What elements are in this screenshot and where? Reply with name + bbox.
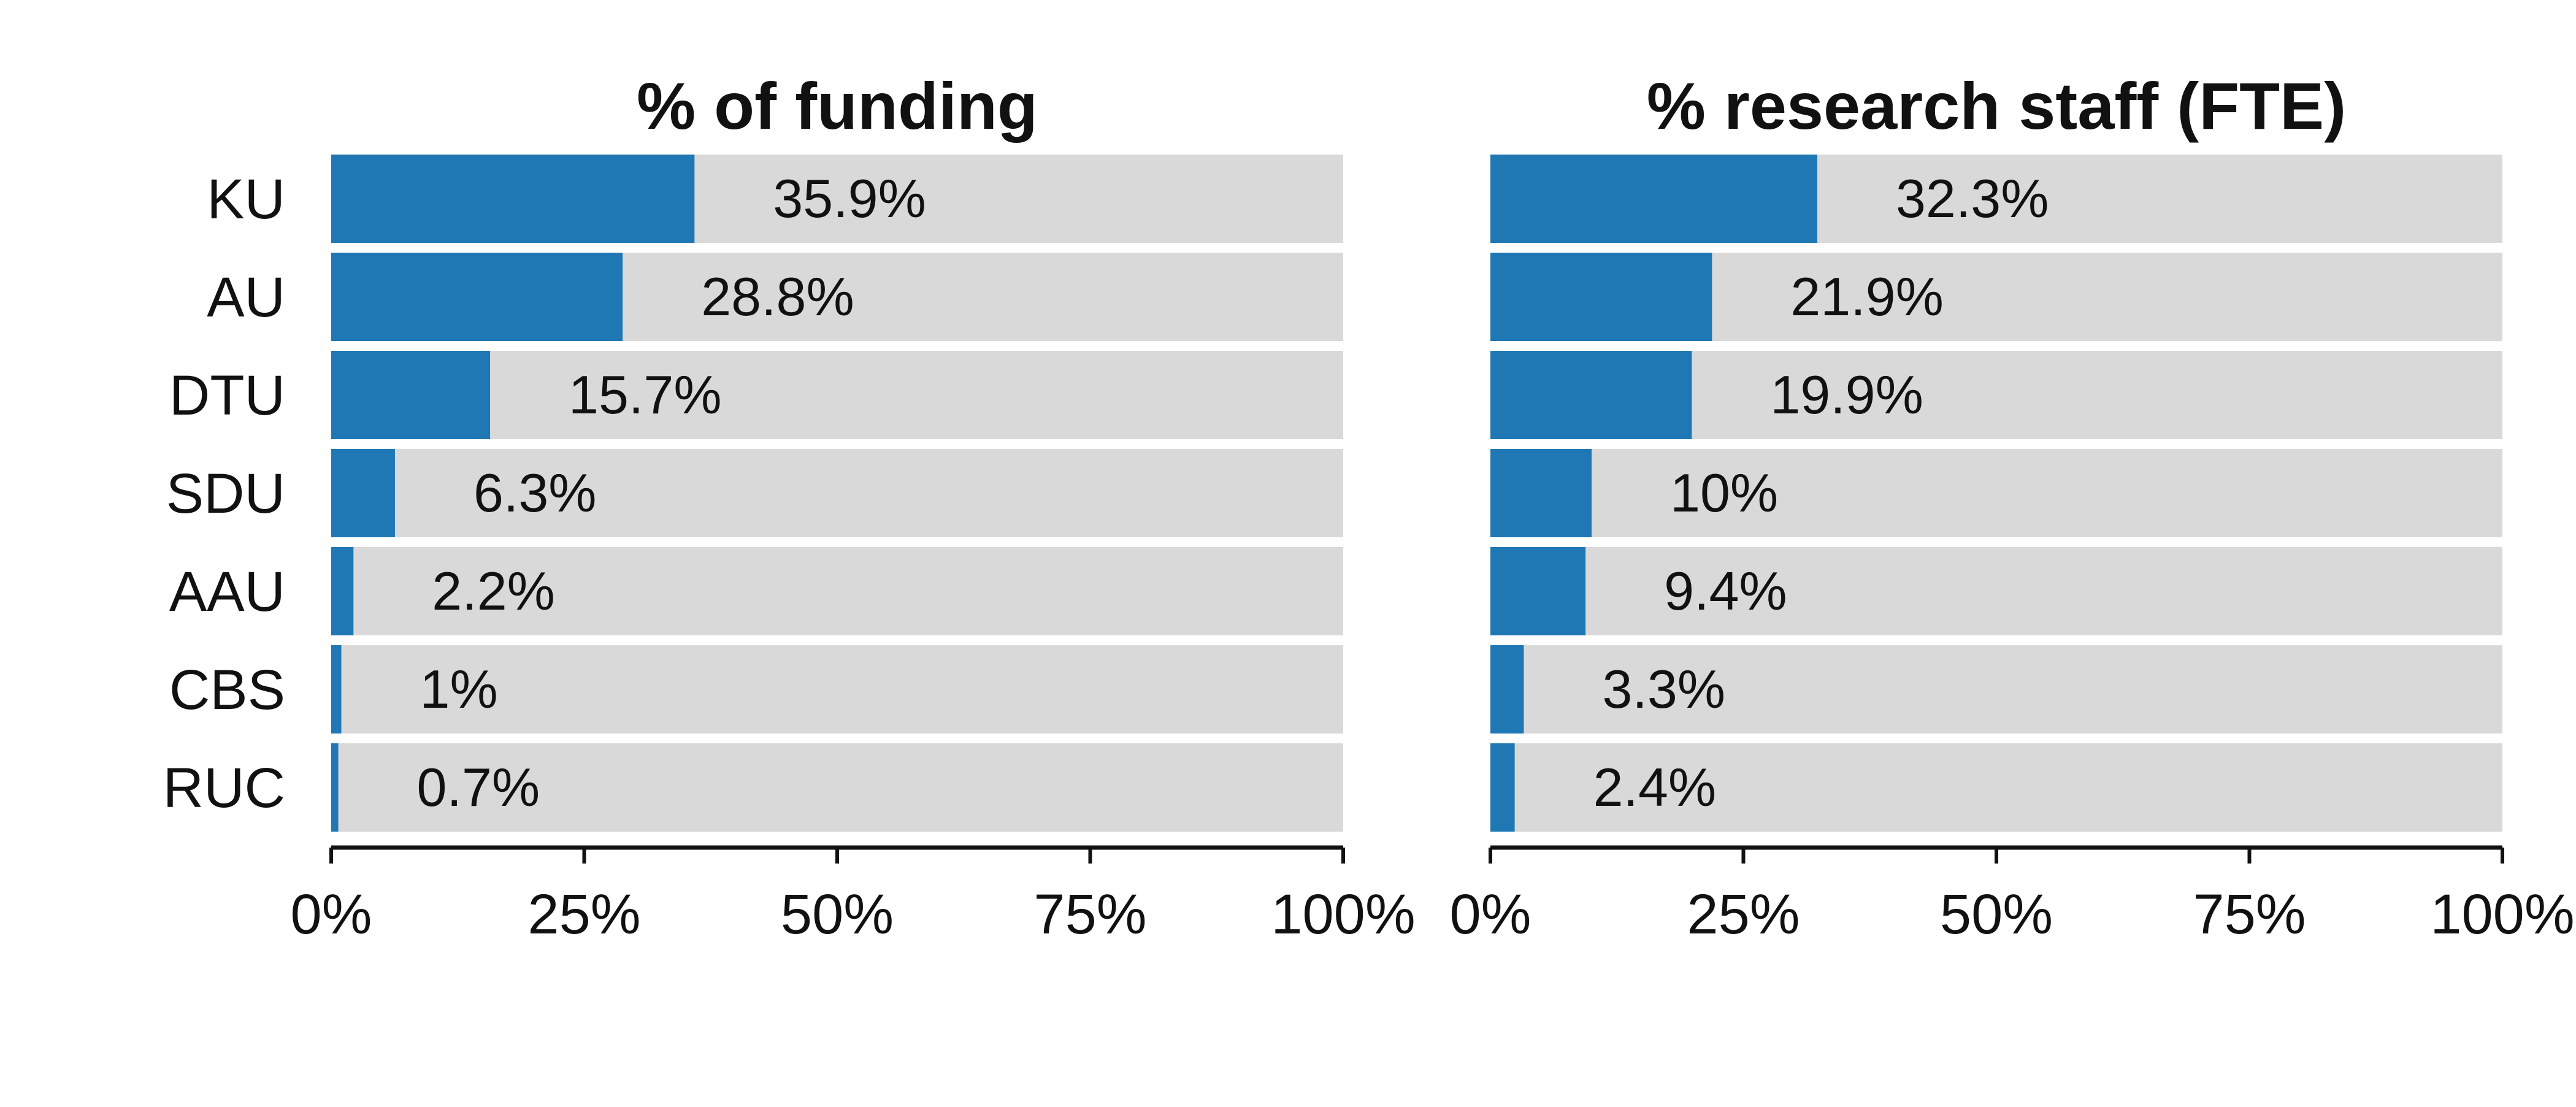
bar [331, 253, 623, 341]
x-tick-label: 75% [2193, 883, 2306, 946]
bar-track [331, 547, 1343, 635]
data-label: 0.7% [417, 757, 540, 818]
bar-track [1490, 547, 2502, 635]
category-label: KU [207, 168, 285, 231]
data-label: 2.2% [432, 561, 555, 621]
bar-track [1490, 645, 2502, 734]
data-label: 6.3% [473, 462, 597, 523]
bar [1490, 253, 1712, 341]
data-label: 10% [1670, 462, 1778, 523]
x-tick-label: 75% [1033, 883, 1146, 946]
category-label: RUC [163, 757, 285, 819]
x-tick-label: 25% [1687, 883, 1800, 946]
data-label: 15.7% [569, 364, 722, 425]
chart-panel-1: % of funding 35.9% KU 28.8% AU 15.7% DTU 6.3% SD… [163, 69, 1416, 946]
bar [1490, 155, 1817, 243]
x-tick-label: 0% [1450, 883, 1531, 946]
x-tick-label: 25% [527, 883, 640, 946]
chart-panel-2: % research staff (FTE) 32.3% 21.9% 19.9% 10%… [1450, 69, 2575, 946]
data-label: 21.9% [1790, 266, 1944, 327]
bar-track [331, 743, 1343, 832]
x-tick-label: 100% [1271, 883, 1415, 946]
x-tick-label: 50% [781, 883, 894, 946]
category-label: AAU [169, 561, 285, 623]
data-label: 2.4% [1593, 757, 1717, 818]
bar [331, 351, 491, 439]
data-label: 1% [420, 659, 498, 719]
panel-title: % of funding [637, 69, 1038, 143]
bar [331, 449, 395, 537]
bar [1490, 449, 1592, 537]
data-label: 35.9% [773, 168, 926, 229]
bar-track [331, 645, 1343, 734]
x-tick-label: 100% [2430, 883, 2574, 946]
bar [1490, 547, 1586, 635]
bar-track [1490, 449, 2502, 537]
data-label: 19.9% [1770, 364, 1923, 425]
bar [1490, 743, 1515, 832]
bar-track [331, 449, 1343, 537]
data-label: 28.8% [701, 266, 854, 327]
category-label: CBS [169, 659, 285, 721]
bar [331, 645, 342, 734]
bar [1490, 351, 1692, 439]
bar [331, 547, 354, 635]
x-tick-label: 50% [1940, 883, 2053, 946]
category-label: DTU [169, 364, 285, 427]
bar-track [1490, 743, 2502, 832]
bar [1490, 645, 1524, 734]
data-label: 9.4% [1664, 561, 1787, 621]
bar-track [331, 351, 1343, 439]
data-label: 3.3% [1602, 659, 1725, 719]
category-label: AU [207, 266, 285, 329]
x-tick-label: 0% [291, 883, 372, 946]
panel-title: % research staff (FTE) [1647, 69, 2346, 143]
category-label: SDU [166, 462, 285, 525]
data-label: 32.3% [1896, 168, 2049, 229]
bar [331, 743, 339, 832]
bar [331, 155, 695, 243]
